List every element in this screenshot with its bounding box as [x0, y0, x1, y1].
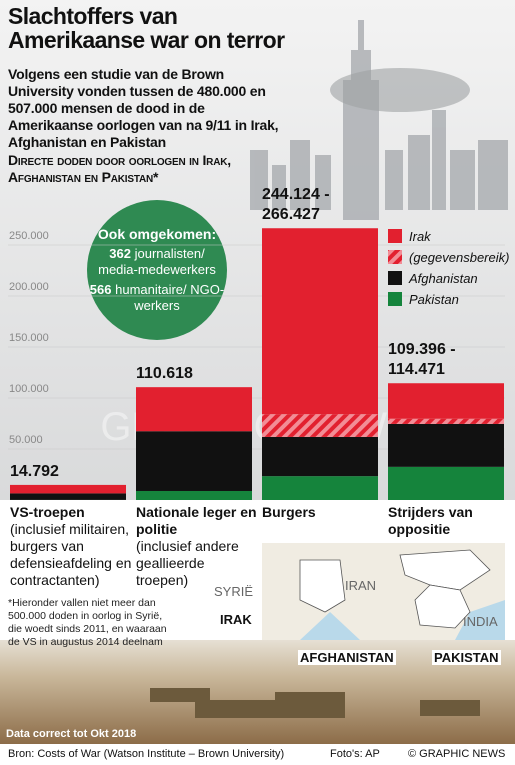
- source: Bron: Costs of War (Watson Institute – B…: [8, 748, 285, 760]
- photo-credit: Foto's: AP: [330, 748, 380, 760]
- bar-segment: [388, 418, 504, 424]
- title: Slachtoffers van Amerikaanse war on terr…: [8, 3, 285, 53]
- map-label: IRAK: [218, 612, 254, 627]
- category-label: Nationale leger en politie (inclusief and…: [136, 504, 258, 589]
- total-label: 244.124 - 266.427: [262, 186, 330, 224]
- category-name: VS-troepen: [10, 504, 85, 520]
- total-label: 109.396 - 114.471: [388, 341, 456, 379]
- total-label: 14.792: [10, 462, 59, 480]
- bar-segment: [136, 387, 252, 432]
- footnote: *Hieronder vallen niet meer dan 500.000 …: [8, 597, 167, 648]
- callout-number: 362: [109, 246, 131, 261]
- callout-title: Ook omgekomen:: [97, 226, 217, 242]
- bar-segment: [10, 493, 126, 500]
- callout-text: humanitaire/ NGO-werkers: [115, 282, 225, 313]
- category-note: (inclusief militairen, burgers van defen…: [10, 521, 132, 588]
- legend-label: Irak: [409, 229, 432, 244]
- map-label: IRAN: [345, 578, 377, 593]
- category-name: Burgers: [262, 504, 316, 520]
- bar-segment: [262, 228, 378, 415]
- chart-title: Directe doden door oorlogen in Irak, Afg…: [8, 152, 231, 185]
- bar-segment: [388, 423, 504, 467]
- callout-item: 362 journalisten/ media-medewerkers: [88, 246, 226, 278]
- data-note: Data correct tot Okt 2018: [6, 728, 137, 740]
- map: [262, 543, 505, 640]
- bar-segment: [388, 466, 504, 500]
- callout: Ook omgekomen: 362 journalisten/ media-me…: [88, 200, 226, 340]
- footer: Bron: Costs of War (Watson Institute – B…: [0, 744, 515, 765]
- bar-segment: [262, 414, 378, 437]
- bar-segment: [136, 431, 252, 491]
- bar-segment: [262, 476, 378, 500]
- map-label: SYRIË: [214, 584, 254, 599]
- category-note: (inclusief andere geallieerde troepen): [136, 538, 239, 588]
- legend-label: Afghanistan: [408, 271, 478, 286]
- subtitle: Volgens een studie van de Brown Universi…: [8, 66, 279, 150]
- legend-swatch: [388, 271, 402, 285]
- legend-label: (gegevensbereik): [409, 250, 509, 265]
- category-name: Strijders van oppositie: [388, 504, 473, 537]
- category-label: VS-troepen (inclusief militairen, burgers…: [10, 504, 132, 589]
- y-tick-label: 100.000: [9, 383, 49, 395]
- bar-segment: [10, 484, 126, 494]
- y-tick-label: 250.000: [9, 230, 49, 242]
- callout-circle: [87, 200, 227, 340]
- bar-segment: [388, 383, 504, 419]
- legend-swatch: [388, 229, 402, 243]
- legend-label: Pakistan: [409, 292, 459, 307]
- y-tick-label: 150.000: [9, 332, 49, 344]
- map-label: PAKISTAN: [432, 650, 501, 665]
- map-label: INDIA: [463, 614, 498, 629]
- callout-item: 566 humanitaire/ NGO-werkers: [88, 282, 226, 314]
- y-tick-label: 50.000: [9, 434, 43, 446]
- legend-swatch: [388, 250, 402, 264]
- category-label: Burgers: [262, 504, 384, 521]
- copyright: © GRAPHIC NEWS: [408, 748, 506, 760]
- y-tick-label: 200.000: [9, 281, 49, 293]
- category-label: Strijders van oppositie: [388, 504, 510, 538]
- total-label: 110.618: [136, 365, 193, 383]
- bar-segment: [262, 436, 378, 477]
- callout-text: journalisten/ media-medewerkers: [98, 246, 216, 277]
- bar-segment: [136, 490, 252, 500]
- legend-swatch: [388, 292, 402, 306]
- callout-number: 566: [89, 282, 112, 297]
- map-label: AFGHANISTAN: [298, 650, 396, 665]
- category-name: Nationale leger en politie: [136, 504, 257, 537]
